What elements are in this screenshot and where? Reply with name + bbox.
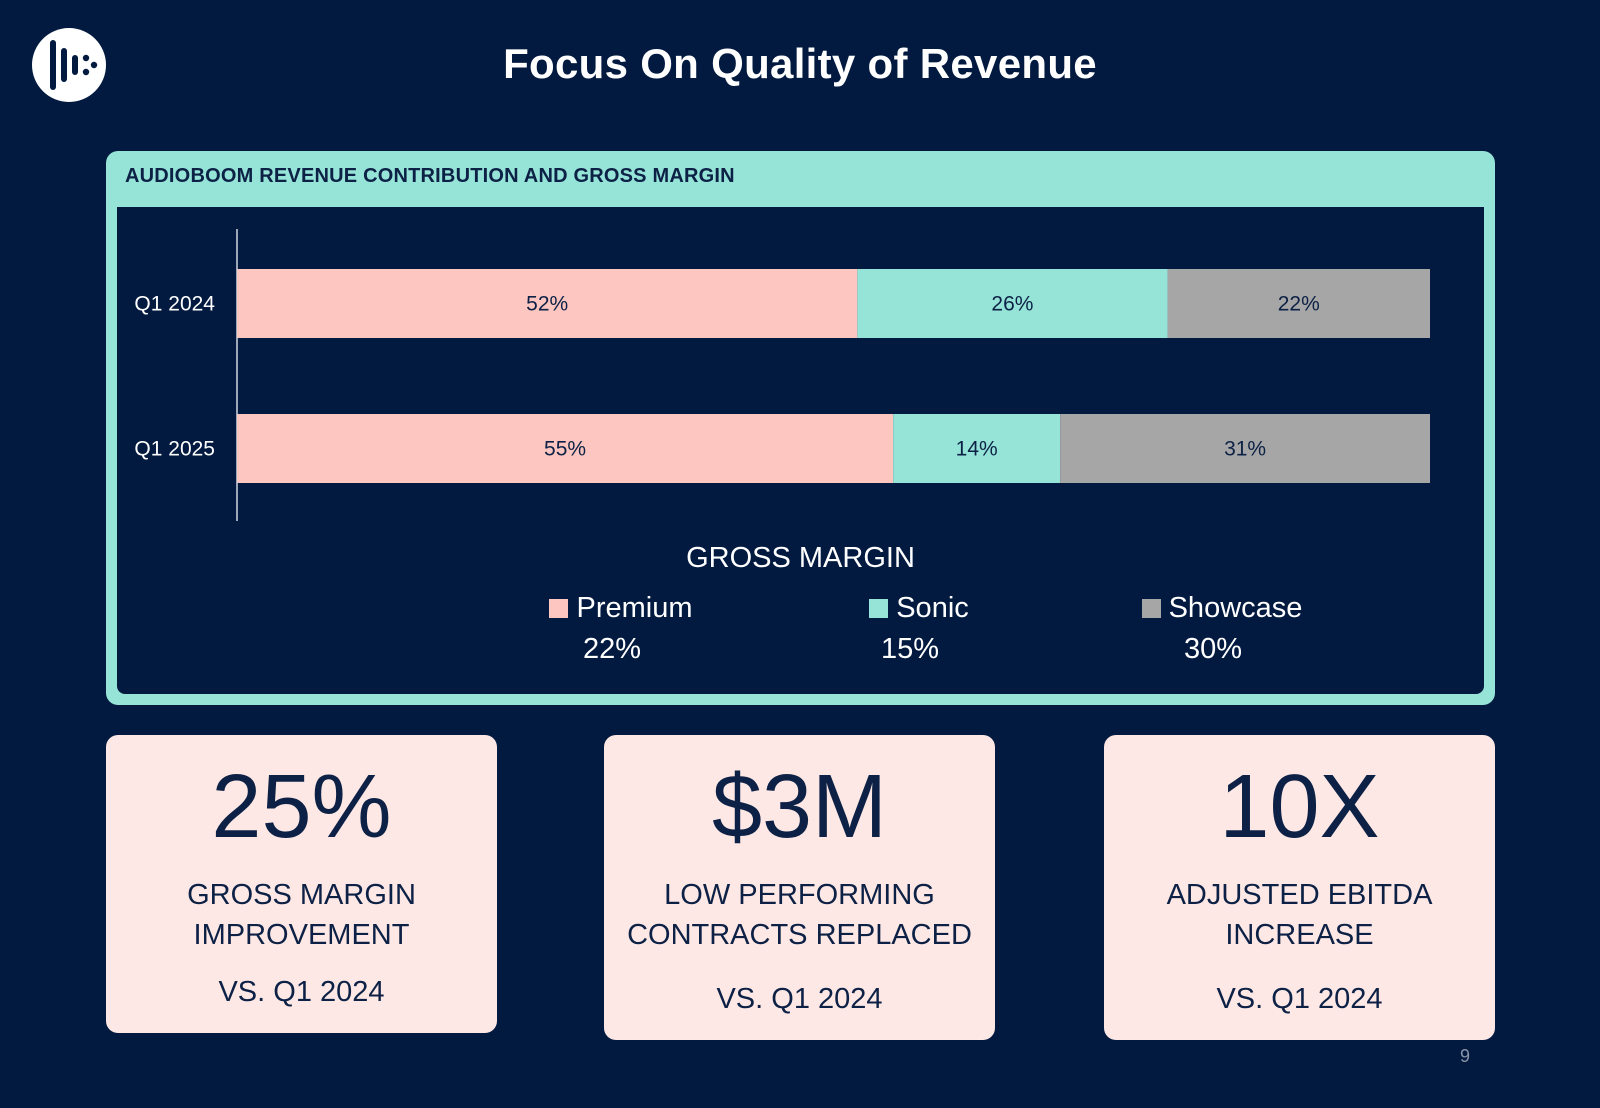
data-label: 55% (544, 438, 586, 461)
kpi-compare: VS. Q1 2024 (716, 983, 883, 1015)
data-label: 31% (1224, 438, 1266, 461)
kpi-compare: VS. Q1 2024 (218, 976, 385, 1008)
chart-area: Q1 2024 52% 26% 22% Q1 2025 55% 14% 31% GROSS M… (117, 207, 1484, 694)
bar-showcase (1060, 414, 1430, 483)
kpi-label-line: INCREASE (1225, 919, 1374, 951)
premium-swatch (549, 599, 569, 618)
legend-showcase-label: Showcase (1168, 592, 1303, 624)
audioboom-logo-icon (32, 28, 106, 102)
gross-margin-title: GROSS MARGIN (686, 542, 915, 574)
sonic-swatch (869, 599, 889, 618)
legend-premium-label: Premium (576, 592, 693, 624)
bar-premium (237, 414, 894, 483)
kpi-value: 25% (211, 757, 392, 857)
kpi-compare: VS. Q1 2024 (1216, 983, 1383, 1015)
data-label: 26% (991, 293, 1033, 316)
bar-sonic (857, 269, 1168, 338)
kpi-label-line: IMPROVEMENT (193, 919, 410, 951)
legend-premium: Premium 22% (501, 592, 741, 672)
revenue-chart-panel: AUDIOBOOM REVENUE CONTRIBUTION AND GROSS… (106, 151, 1495, 705)
y-tick-label: Q1 2025 (134, 438, 215, 461)
data-label: 52% (526, 293, 568, 316)
kpi-card-ebitda: 10X ADJUSTED EBITDA INCREASE VS. Q1 2024 (1104, 735, 1495, 1040)
kpi-card-contracts: $3M LOW PERFORMING CONTRACTS REPLACED VS… (604, 735, 995, 1040)
kpi-label-line: GROSS MARGIN (187, 879, 416, 911)
showcase-swatch (1141, 599, 1161, 618)
bar-premium (237, 269, 858, 338)
y-tick-label: Q1 2024 (134, 293, 215, 316)
kpi-card-gross-margin: 25% GROSS MARGIN IMPROVEMENT VS. Q1 2024 (106, 735, 497, 1033)
kpi-label: LOW PERFORMING CONTRACTS REPLACED (604, 875, 995, 955)
data-label: 14% (956, 438, 998, 461)
page-title: Focus On Quality of Revenue (503, 40, 1097, 87)
kpi-label-line: LOW PERFORMING (664, 879, 935, 911)
bar-sonic (893, 414, 1061, 483)
kpi-label: ADJUSTED EBITDA INCREASE (1104, 875, 1495, 955)
kpi-value: $3M (711, 757, 888, 857)
legend-showcase: Showcase 30% (1102, 592, 1342, 672)
kpi-label-line: CONTRACTS REPLACED (627, 919, 972, 951)
revenue-contribution-chart: Q1 2024 52% 26% 22% Q1 2025 55% 14% 31% (134, 229, 1430, 521)
legend-sonic-label: Sonic (896, 592, 969, 624)
premium-gross-margin-value: 22% (582, 633, 642, 665)
kpi-label: GROSS MARGIN IMPROVEMENT (106, 875, 497, 955)
data-label: 22% (1278, 293, 1320, 316)
sonic-gross-margin-value: 15% (880, 633, 940, 665)
showcase-gross-margin-value: 30% (1183, 633, 1243, 665)
kpi-value: 10X (1219, 757, 1380, 857)
bar-showcase (1167, 269, 1430, 338)
legend-sonic: Sonic 15% (799, 592, 1039, 672)
page-number: 9 (1460, 1046, 1471, 1066)
kpi-label-line: ADJUSTED EBITDA (1166, 879, 1433, 911)
chart-header: AUDIOBOOM REVENUE CONTRIBUTION AND GROSS… (125, 165, 735, 187)
